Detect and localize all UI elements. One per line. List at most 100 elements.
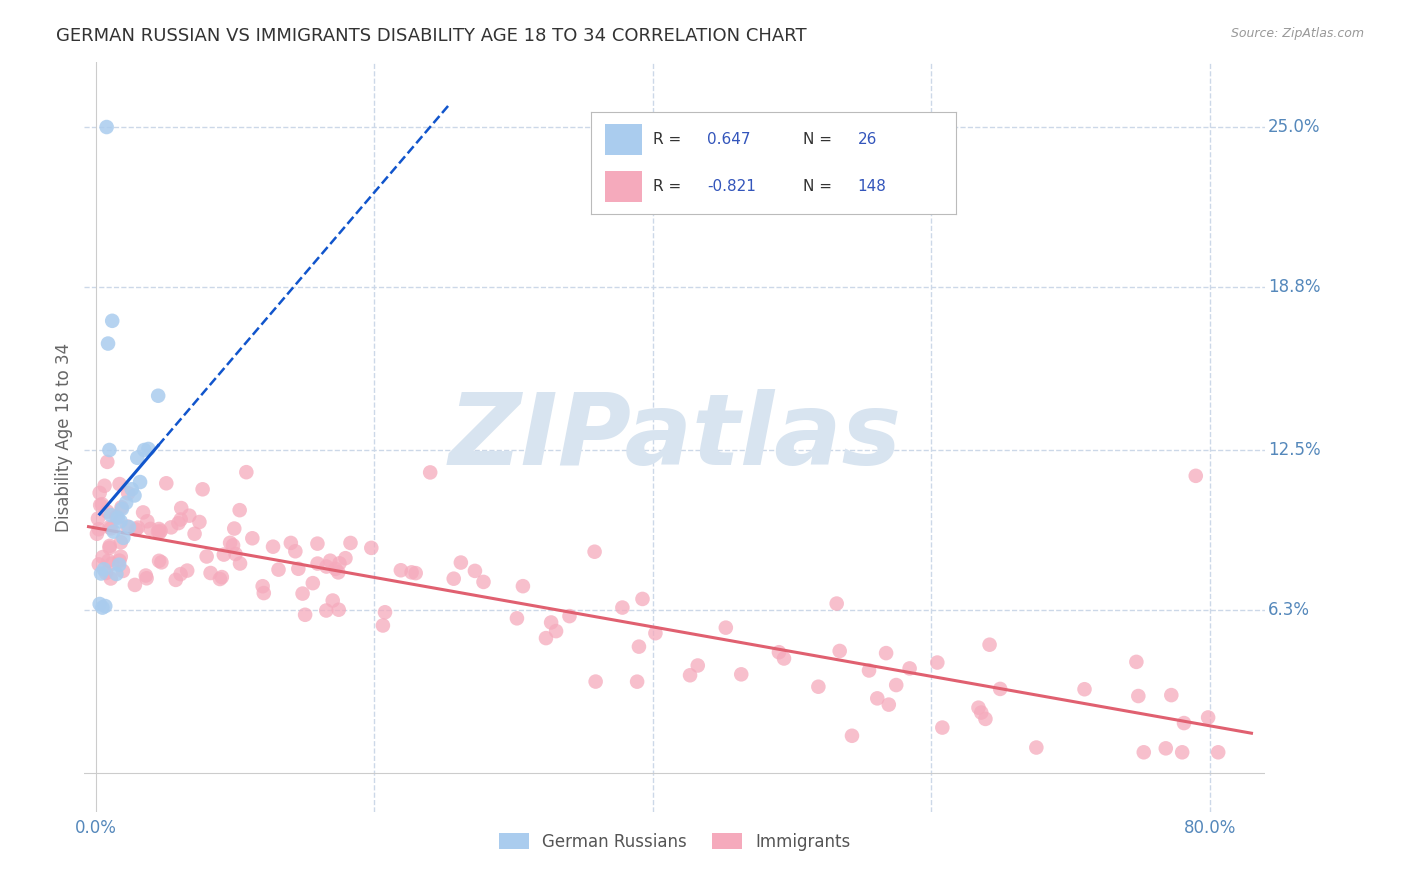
Point — [169, 567, 191, 582]
Point — [325, 562, 347, 576]
Point — [225, 547, 247, 561]
Point — [419, 466, 441, 480]
Point — [644, 626, 666, 640]
Point — [294, 607, 316, 622]
Point — [730, 667, 752, 681]
Point — [315, 603, 337, 617]
Point — [135, 571, 157, 585]
Point — [148, 525, 170, 540]
Point — [96, 455, 118, 469]
Point — [200, 566, 222, 580]
Point — [139, 522, 162, 536]
Point — [328, 566, 350, 580]
Text: 6.3%: 6.3% — [1268, 601, 1310, 619]
Point — [443, 572, 465, 586]
Point — [87, 558, 110, 572]
Point — [235, 465, 257, 479]
Point — [970, 706, 993, 720]
Point — [389, 563, 412, 577]
Point — [91, 497, 114, 511]
Point — [405, 566, 427, 581]
Point — [94, 599, 117, 613]
Point — [135, 568, 157, 582]
Point — [89, 597, 111, 611]
Point — [108, 554, 131, 568]
Point — [307, 557, 329, 571]
Point — [100, 521, 122, 535]
Point — [132, 505, 155, 519]
Point — [841, 729, 863, 743]
Point — [1160, 688, 1182, 702]
Point — [96, 505, 118, 519]
Text: 25.0%: 25.0% — [1268, 118, 1320, 136]
Point — [877, 698, 900, 712]
Text: N =: N = — [803, 132, 831, 146]
Point — [87, 511, 110, 525]
Point — [110, 500, 132, 515]
Point — [1128, 689, 1150, 703]
Point — [100, 572, 122, 586]
Text: GERMAN RUSSIAN VS IMMIGRANTS DISABILITY AGE 18 TO 34 CORRELATION CHART: GERMAN RUSSIAN VS IMMIGRANTS DISABILITY … — [56, 27, 807, 45]
Point — [240, 531, 263, 545]
Point — [97, 336, 120, 351]
Point — [103, 524, 125, 539]
Point — [101, 557, 124, 571]
Point — [98, 539, 121, 553]
Point — [1132, 745, 1154, 759]
Point — [315, 559, 337, 574]
Point — [858, 664, 880, 678]
Point — [98, 442, 121, 457]
Point — [124, 488, 146, 502]
Text: 0.647: 0.647 — [707, 132, 751, 146]
Point — [167, 516, 190, 530]
Point — [339, 536, 361, 550]
Point — [98, 520, 121, 534]
Point — [927, 656, 949, 670]
Point — [686, 658, 709, 673]
Point — [127, 450, 149, 465]
Point — [627, 640, 650, 654]
Point — [87, 522, 110, 536]
Point — [150, 555, 173, 569]
Point — [612, 600, 634, 615]
Text: ZIPatlas: ZIPatlas — [449, 389, 901, 485]
Point — [100, 508, 122, 522]
Point — [110, 535, 132, 549]
Point — [773, 651, 796, 665]
Point — [89, 486, 111, 500]
Point — [464, 564, 486, 578]
Bar — [605, 171, 641, 202]
Point — [118, 520, 141, 534]
Point — [291, 586, 314, 600]
Text: R =: R = — [652, 179, 681, 194]
Point — [585, 674, 607, 689]
Point — [262, 540, 284, 554]
Point — [124, 578, 146, 592]
Point — [148, 389, 170, 403]
Point — [91, 550, 114, 565]
Point — [1171, 745, 1194, 759]
Point — [875, 646, 897, 660]
Point — [979, 638, 1001, 652]
Point — [328, 603, 350, 617]
Legend: German Russians, Immigrants: German Russians, Immigrants — [494, 828, 856, 855]
Point — [188, 515, 211, 529]
Point — [967, 700, 990, 714]
Text: 148: 148 — [858, 179, 886, 194]
Y-axis label: Disability Age 18 to 34: Disability Age 18 to 34 — [55, 343, 73, 532]
Point — [176, 564, 198, 578]
Point — [160, 520, 183, 534]
Text: R =: R = — [652, 132, 681, 146]
Text: -0.821: -0.821 — [707, 179, 756, 194]
Point — [111, 564, 134, 578]
Point — [540, 615, 562, 630]
Point — [105, 567, 128, 582]
Point — [335, 551, 357, 566]
Point — [401, 566, 423, 580]
Point — [714, 621, 737, 635]
Point — [253, 586, 276, 600]
Point — [211, 570, 233, 584]
Point — [284, 544, 307, 558]
Point — [472, 574, 495, 589]
Point — [583, 545, 606, 559]
